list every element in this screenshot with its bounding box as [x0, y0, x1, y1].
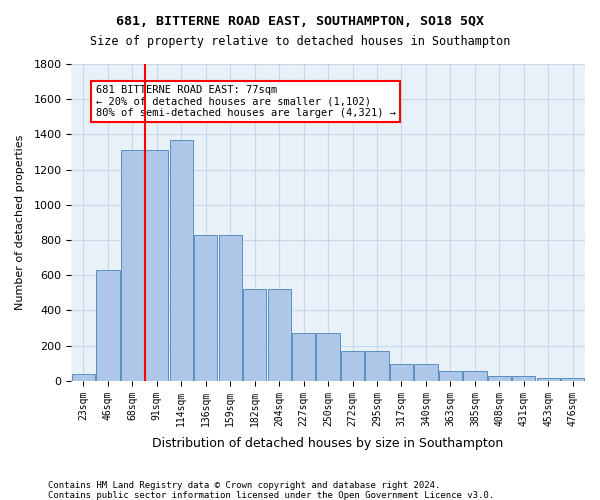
Text: Size of property relative to detached houses in Southampton: Size of property relative to detached ho… [90, 35, 510, 48]
Bar [439, 371, 462, 381]
Bar [121, 150, 144, 381]
Bar [463, 371, 487, 381]
X-axis label: Distribution of detached houses by size in Southampton: Distribution of detached houses by size … [152, 437, 504, 450]
Bar [512, 376, 535, 381]
Bar [72, 374, 95, 381]
Bar [194, 235, 217, 381]
Bar [170, 140, 193, 381]
Y-axis label: Number of detached properties: Number of detached properties [15, 135, 25, 310]
Bar [536, 378, 560, 381]
Text: 681, BITTERNE ROAD EAST, SOUTHAMPTON, SO18 5QX: 681, BITTERNE ROAD EAST, SOUTHAMPTON, SO… [116, 15, 484, 28]
Text: Contains public sector information licensed under the Open Government Licence v3: Contains public sector information licen… [48, 491, 494, 500]
Bar [145, 150, 169, 381]
Bar [316, 334, 340, 381]
Text: 681 BITTERNE ROAD EAST: 77sqm
← 20% of detached houses are smaller (1,102)
80% o: 681 BITTERNE ROAD EAST: 77sqm ← 20% of d… [95, 85, 395, 118]
Bar [365, 351, 389, 381]
Bar [390, 364, 413, 381]
Bar [488, 376, 511, 381]
Bar [268, 290, 291, 381]
Bar [292, 334, 315, 381]
Text: Contains HM Land Registry data © Crown copyright and database right 2024.: Contains HM Land Registry data © Crown c… [48, 481, 440, 490]
Bar [341, 351, 364, 381]
Bar [561, 378, 584, 381]
Bar [218, 235, 242, 381]
Bar [96, 270, 119, 381]
Bar [415, 364, 437, 381]
Bar [243, 290, 266, 381]
